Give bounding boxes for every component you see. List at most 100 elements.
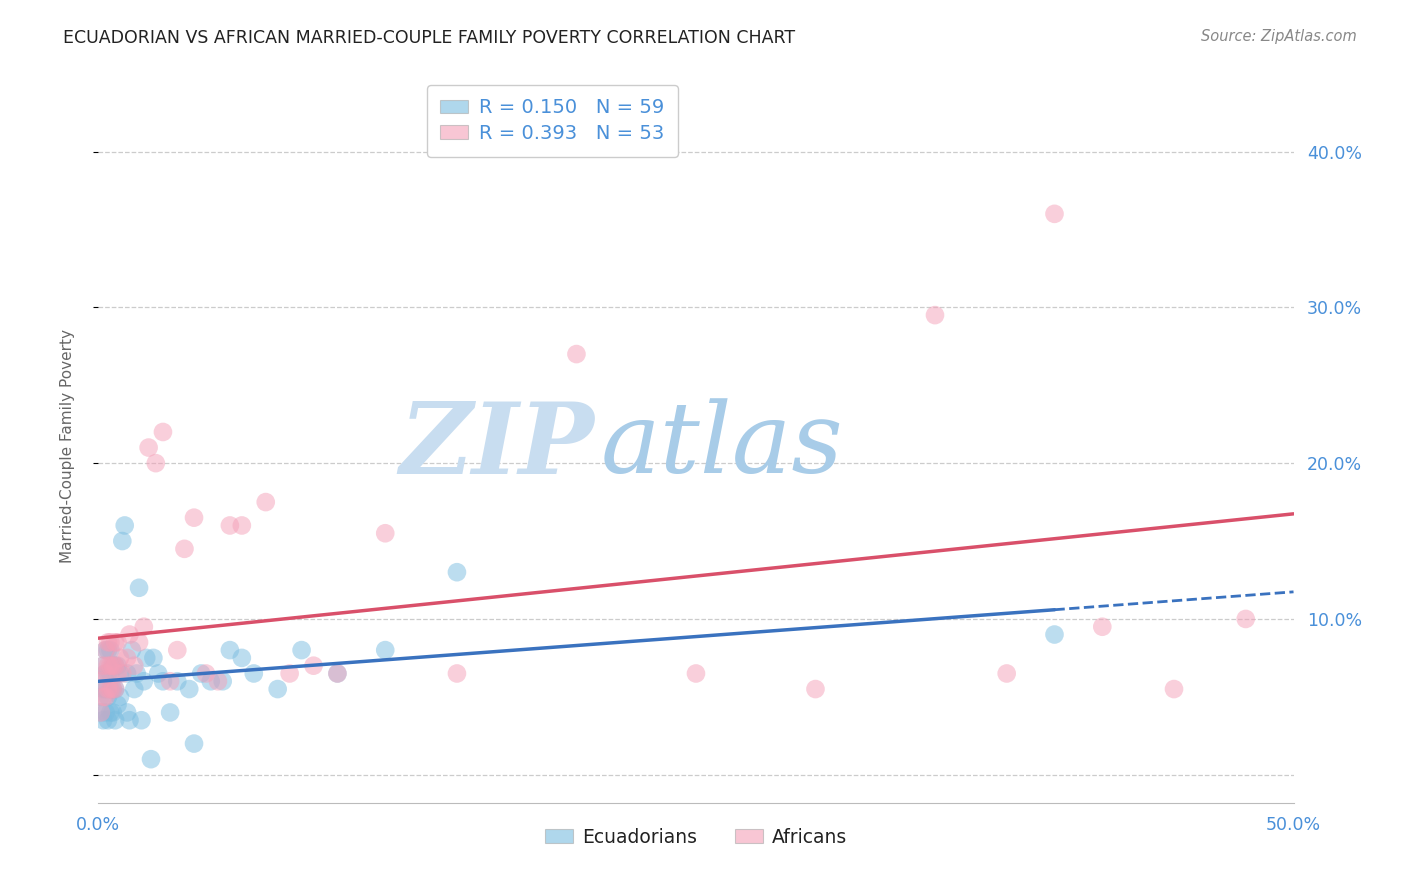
Point: [446, 666, 468, 681]
Point: [97, 690, 120, 704]
Point: [139, 752, 162, 766]
Point: [135, 651, 157, 665]
Point: [207, 674, 229, 689]
Point: [104, 658, 127, 673]
Point: [131, 713, 153, 727]
Point: [565, 347, 588, 361]
Point: [254, 495, 277, 509]
Point: [94, 666, 117, 681]
Point: [97, 635, 120, 649]
Point: [94, 643, 117, 657]
Point: [124, 658, 146, 673]
Point: [179, 681, 201, 696]
Point: [107, 635, 129, 649]
Point: [94, 666, 117, 681]
Point: [108, 666, 131, 681]
Point: [190, 666, 212, 681]
Point: [145, 456, 167, 470]
Point: [91, 713, 114, 727]
Point: [104, 681, 127, 696]
Point: [183, 737, 205, 751]
Y-axis label: Married-Couple Family Poverty: Married-Couple Family Poverty: [60, 329, 75, 563]
Point: [94, 690, 117, 704]
Text: Source: ZipAtlas.com: Source: ZipAtlas.com: [1201, 29, 1357, 45]
Point: [98, 658, 122, 673]
Point: [98, 635, 122, 649]
Point: [291, 643, 314, 657]
Point: [195, 666, 218, 681]
Point: [148, 666, 170, 681]
Point: [98, 706, 122, 720]
Point: [90, 706, 112, 720]
Point: [97, 658, 120, 673]
Point: [124, 681, 146, 696]
Point: [91, 690, 114, 704]
Point: [104, 681, 127, 696]
Point: [685, 666, 707, 681]
Point: [159, 674, 181, 689]
Point: [104, 635, 127, 649]
Point: [166, 643, 188, 657]
Point: [107, 658, 129, 673]
Point: [107, 698, 129, 712]
Point: [107, 666, 129, 681]
Point: [118, 713, 141, 727]
Point: [1091, 620, 1114, 634]
Point: [97, 713, 120, 727]
Point: [132, 620, 155, 634]
Point: [94, 643, 117, 657]
Point: [200, 674, 222, 689]
Point: [278, 666, 301, 681]
Point: [90, 674, 112, 689]
Point: [97, 666, 120, 681]
Point: [118, 627, 141, 641]
Point: [211, 674, 233, 689]
Point: [159, 706, 181, 720]
Point: [97, 681, 120, 696]
Text: ZIP: ZIP: [399, 398, 595, 494]
Point: [115, 666, 138, 681]
Point: [101, 658, 124, 673]
Point: [142, 651, 165, 665]
Point: [1043, 207, 1066, 221]
Point: [91, 658, 114, 673]
Point: [138, 441, 160, 455]
Point: [128, 581, 150, 595]
Point: [166, 674, 188, 689]
Point: [302, 658, 325, 673]
Legend: Ecuadorians, Africans: Ecuadorians, Africans: [537, 820, 855, 854]
Point: [91, 658, 114, 673]
Point: [231, 518, 253, 533]
Point: [326, 666, 349, 681]
Point: [98, 681, 122, 696]
Point: [97, 643, 120, 657]
Point: [94, 681, 117, 696]
Point: [326, 666, 349, 681]
Point: [108, 651, 131, 665]
Point: [267, 681, 290, 696]
Point: [115, 706, 138, 720]
Point: [446, 565, 468, 579]
Point: [98, 666, 122, 681]
Point: [90, 706, 112, 720]
Point: [98, 643, 122, 657]
Point: [101, 706, 124, 720]
Point: [98, 681, 122, 696]
Point: [1234, 612, 1257, 626]
Point: [101, 658, 124, 673]
Point: [1043, 627, 1066, 641]
Point: [91, 681, 114, 696]
Point: [108, 690, 131, 704]
Point: [219, 643, 242, 657]
Point: [114, 518, 136, 533]
Point: [90, 690, 112, 704]
Text: atlas: atlas: [600, 399, 844, 493]
Point: [104, 713, 127, 727]
Point: [995, 666, 1018, 681]
Point: [125, 666, 148, 681]
Point: [183, 510, 205, 524]
Point: [243, 666, 266, 681]
Point: [101, 681, 124, 696]
Point: [132, 674, 155, 689]
Text: ECUADORIAN VS AFRICAN MARRIED-COUPLE FAMILY POVERTY CORRELATION CHART: ECUADORIAN VS AFRICAN MARRIED-COUPLE FAM…: [63, 29, 796, 47]
